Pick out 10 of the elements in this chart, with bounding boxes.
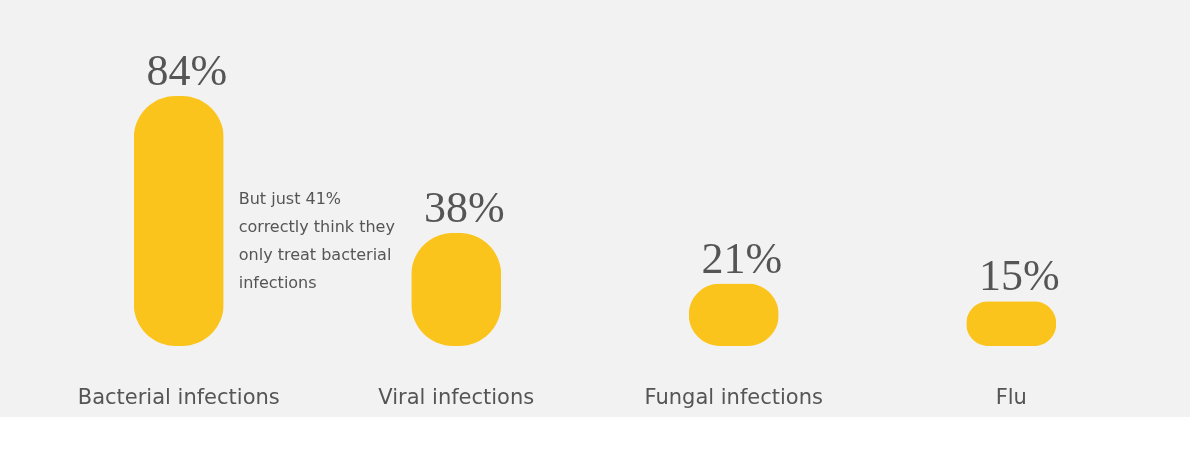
- x-tick-label: Fungal infections: [644, 384, 823, 409]
- annotation: But just 41% correctly think they only treat bacterial infections: [238, 189, 395, 292]
- data-label: 21%: [701, 233, 783, 283]
- data-label: 84%: [146, 46, 228, 95]
- x-tick-label: Viral infections: [378, 384, 535, 409]
- x-tick-label: Bacterial infections: [77, 384, 280, 409]
- data-label: 38%: [423, 182, 505, 232]
- data-label: 15%: [978, 251, 1060, 301]
- bar: [133, 96, 224, 346]
- x-tick-label: Flu: [995, 384, 1027, 409]
